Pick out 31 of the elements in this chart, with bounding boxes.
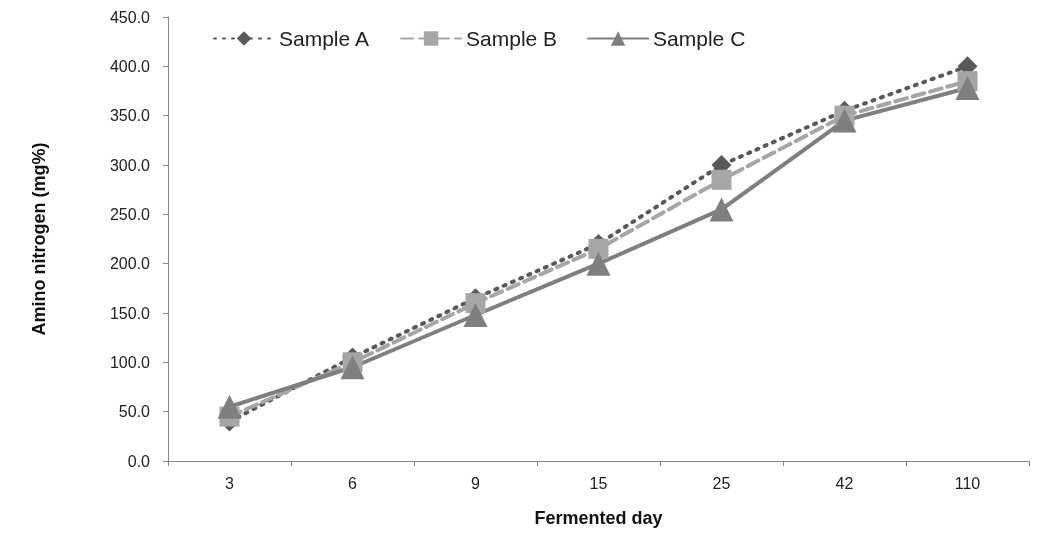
legend-label: Sample C [653, 27, 746, 50]
x-tick-label: 110 [954, 474, 981, 492]
point [832, 108, 857, 133]
point [955, 76, 980, 101]
y-tick-label: 400.0 [109, 57, 151, 75]
point [463, 302, 488, 327]
legend-label: Sample A [279, 27, 369, 50]
x-tick-label: 15 [589, 474, 608, 492]
point [709, 197, 734, 222]
y-tick-label: 150.0 [109, 304, 151, 322]
x-tick-label: 42 [835, 474, 854, 492]
point [586, 251, 611, 276]
y-tick-label: 250.0 [109, 205, 151, 223]
y-tick-label: 100.0 [109, 353, 151, 371]
y-axis-title: Amino nitrogen (mg%) [29, 142, 49, 336]
x-tick-label: 25 [712, 474, 731, 492]
y-tick-label: 0.0 [127, 452, 151, 470]
y-tick-label: 450.0 [109, 8, 151, 26]
x-tick-label: 9 [471, 474, 481, 492]
point [340, 355, 365, 380]
legend-label: Sample B [466, 27, 558, 50]
x-tick-label: 6 [348, 474, 358, 492]
y-tick-label: 200.0 [109, 255, 151, 273]
x-tick-label: 3 [225, 474, 235, 492]
y-tick-label: 50.0 [118, 403, 151, 421]
point [217, 394, 242, 419]
x-axis-title: Fermented day [534, 508, 663, 528]
point [711, 169, 732, 190]
y-tick-label: 300.0 [109, 156, 151, 174]
point [588, 238, 609, 259]
y-tick-label: 350.0 [109, 107, 151, 125]
